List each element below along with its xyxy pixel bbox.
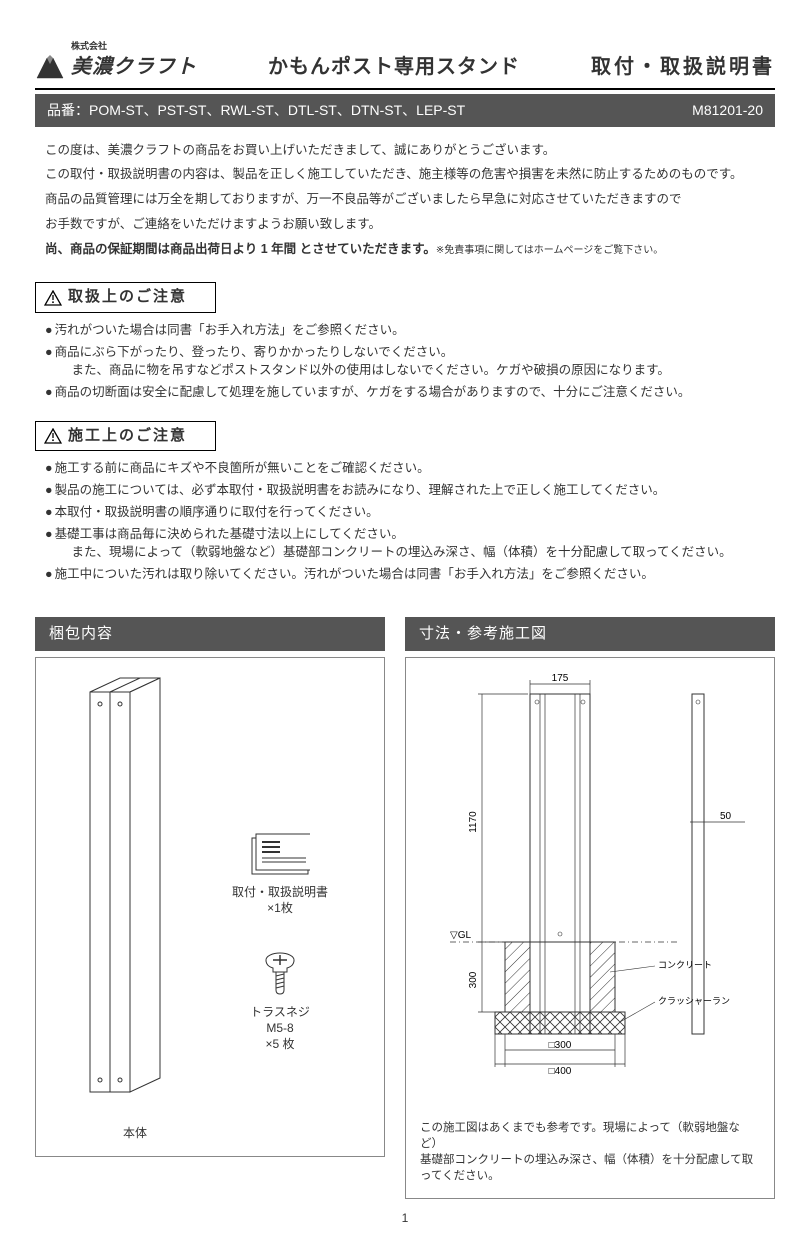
gl-label: ▽GL — [450, 930, 471, 941]
contents-body: 本体 取付・取扱説明書×1枚 — [35, 657, 385, 1157]
screw-label: トラスネジM5-8×5 枚 — [190, 1005, 370, 1052]
screw-icon — [263, 952, 297, 996]
caution-handling-list: 汚れがついた場合は同書「お手入れ方法」をご参照ください。 商品にぶら下がったり、… — [35, 321, 775, 411]
dimensions-panel: 寸法・参考施工図 1 — [405, 617, 775, 1199]
bullet: 製品の施工については、必ず本取付・取扱説明書をお読みになり、理解された上で正しく… — [45, 481, 765, 500]
screw-item: トラスネジM5-8×5 枚 — [190, 952, 370, 1052]
bullet: 商品にぶら下がったり、登ったり、寄りかかったりしないでください。 また、商品に物… — [45, 343, 765, 381]
dimension-note: この施工図はあくまでも参考です。現場によって（軟弱地盤など） 基礎部コンクリート… — [420, 1120, 760, 1184]
warranty: 尚、商品の保証期間は商品出荷日より 1 年間 とさせていただきます。※免責事項に… — [45, 240, 765, 259]
dimensions-header: 寸法・参考施工図 — [405, 617, 775, 652]
dim-h: 1170 — [468, 811, 479, 833]
bullet: 施工中についた汚れは取り除いてください。汚れがついた場合は同書「お手入れ方法」を… — [45, 565, 765, 584]
caution-title: 施工上のご注意 — [68, 425, 187, 448]
intro-line: この度は、美濃クラフトの商品をお買い上げいただきまして、誠にありがとうございます… — [45, 141, 765, 160]
intro-line: この取付・取扱説明書の内容は、製品を正しく施工していただき、施主様等の危害や損害… — [45, 165, 765, 184]
bullet: 基礎工事は商品毎に決められた基礎寸法以上にしてください。 また、現場によって（軟… — [45, 525, 765, 563]
bullet: 商品の切断面は安全に配慮して処理を施していますが、ケガをする場合がありますので、… — [45, 383, 765, 402]
note-line: 基礎部コンクリートの埋込み深さ、幅（体積）を十分配慮して取ってください。 — [420, 1154, 753, 1182]
post-diagram: 本体 — [50, 672, 190, 1142]
dim-base-inner: □300 — [549, 1040, 572, 1051]
warranty-text: 尚、商品の保証期間は商品出荷日より 1 年間 とさせていただきます。 — [45, 242, 436, 256]
dim-base-outer: □400 — [549, 1066, 572, 1077]
logo-block: 株式会社 美濃クラフト — [35, 40, 197, 82]
intro-line: お手数ですが、ご連絡をいただけますようお願い致します。 — [45, 215, 765, 234]
header: 株式会社 美濃クラフト かもんポスト専用スタンド 取付・取扱説明書 — [35, 40, 775, 90]
note-line: この施工図はあくまでも参考です。現場によって（軟弱地盤など） — [420, 1122, 740, 1150]
bullet: 汚れがついた場合は同書「お手入れ方法」をご参照ください。 — [45, 321, 765, 340]
dim-depth: 300 — [468, 971, 479, 988]
main-body-label: 本体 — [80, 1124, 190, 1142]
contents-header: 梱包内容 — [35, 617, 385, 652]
model-numbers: 品番：POM-ST、PST-ST、RWL-ST、DTL-ST、DTN-ST、LE… — [47, 100, 465, 121]
parts-column: 取付・取扱説明書×1枚 — [190, 832, 370, 1088]
model-band: 品番：POM-ST、PST-ST、RWL-ST、DTL-ST、DTN-ST、LE… — [35, 94, 775, 127]
dim-w: 175 — [552, 673, 569, 684]
caution-handling-header: 取扱上のご注意 — [35, 282, 216, 313]
manual-item: 取付・取扱説明書×1枚 — [190, 832, 370, 916]
caution-title: 取扱上のご注意 — [68, 286, 187, 309]
warning-icon — [44, 290, 62, 306]
product-title: かもんポスト専用スタンド — [268, 52, 520, 82]
intro-text: この度は、美濃クラフトの商品をお買い上げいただきまして、誠にありがとうございます… — [35, 141, 775, 259]
document-title: 取付・取扱説明書 — [591, 52, 775, 82]
concrete-label: コンクリート — [658, 960, 712, 970]
manual-icon — [250, 832, 310, 876]
panels: 梱包内容 — [35, 617, 775, 1199]
caution-install-list: 施工する前に商品にキズや不良箇所が無いことをご確認ください。 製品の施工について… — [35, 459, 775, 593]
caution-install-header: 施工上のご注意 — [35, 421, 216, 452]
dimensions-body: 175 1170 — [405, 657, 775, 1199]
company-name: 美濃クラフト — [71, 52, 197, 82]
doc-number: M81201-20 — [692, 100, 763, 121]
dimension-drawing: 175 1170 — [420, 672, 760, 1102]
page-number: 1 — [35, 1209, 775, 1227]
logo-icon — [35, 54, 65, 80]
intro-line: 商品の品質管理には万全を期しておりますが、万一不良品等がございましたら早急に対応… — [45, 190, 765, 209]
bullet: 施工する前に商品にキズや不良箇所が無いことをご確認ください。 — [45, 459, 765, 478]
crusher-label: クラッシャーラン — [658, 996, 730, 1006]
warning-icon — [44, 428, 62, 444]
bullet: 本取付・取扱説明書の順序通りに取付を行ってください。 — [45, 503, 765, 522]
contents-panel: 梱包内容 — [35, 617, 385, 1199]
warranty-note: ※免責事項に関してはホームページをご覧下さい。 — [436, 245, 663, 256]
manual-label: 取付・取扱説明書×1枚 — [190, 885, 370, 916]
dim-side: 50 — [720, 811, 732, 822]
